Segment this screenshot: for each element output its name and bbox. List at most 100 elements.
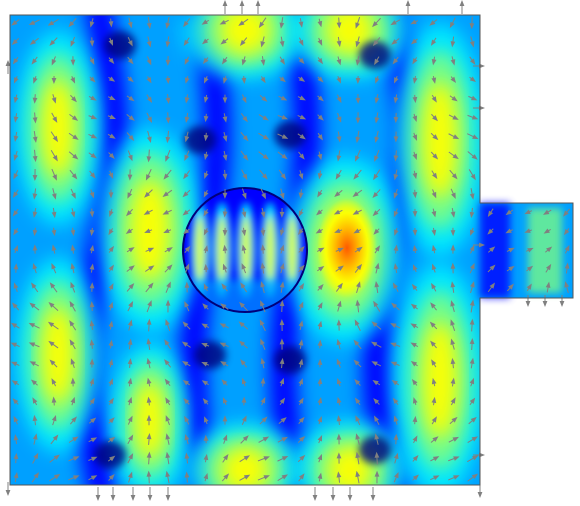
field-arrow: [88, 475, 98, 481]
field-arrow: [221, 56, 228, 65]
field-arrow: [50, 434, 59, 445]
field-arrow: [355, 433, 361, 445]
field-arrow: [487, 264, 496, 273]
field-arrow: [260, 36, 266, 48]
field-arrow: [88, 456, 98, 462]
field-arrow: [372, 380, 381, 386]
field-arrow: [563, 208, 571, 217]
field-arrow: [203, 189, 209, 198]
field-arrow: [165, 130, 171, 144]
field-arrow: [241, 94, 247, 104]
field-null: [359, 436, 391, 464]
field-arrow: [202, 303, 209, 310]
field-arrow: [336, 56, 342, 66]
field-arrow: [336, 76, 341, 84]
field-arrows: [5, 0, 571, 501]
field-arrow: [222, 454, 229, 463]
field-arrow: [89, 320, 95, 330]
field-arrow: [49, 473, 61, 482]
field-arrow: [317, 453, 323, 463]
field-arrow: [279, 299, 285, 313]
field-arrow: [11, 380, 20, 386]
field-arrow: [356, 281, 361, 294]
field-arrow: [49, 359, 58, 368]
field-arrow: [146, 357, 152, 369]
field-arrow: [146, 112, 153, 123]
field-arrow: [126, 114, 135, 121]
field-arrow: [145, 247, 155, 253]
field-arrow: [146, 149, 152, 163]
field-arrow: [241, 227, 247, 237]
field-arrow: [49, 282, 58, 293]
field-arrow: [412, 415, 418, 425]
field-arrow: [127, 56, 134, 65]
field-arrow: [220, 38, 229, 45]
field-arrow: [70, 36, 76, 47]
field-arrow: [13, 415, 19, 425]
field-arrow: [29, 361, 39, 367]
field-arrow: [526, 283, 532, 292]
field-arrow: [277, 436, 288, 443]
field-arrow: [336, 150, 342, 162]
field-arrow: [51, 94, 57, 104]
field-arrow: [317, 265, 325, 272]
field-arrow: [405, 0, 411, 14]
field-arrow: [204, 416, 209, 425]
field-arrow: [412, 397, 418, 406]
field-arrow: [127, 301, 134, 312]
field-arrow: [354, 397, 361, 406]
field-arrow: [220, 303, 229, 310]
field-arrow: [431, 75, 437, 84]
field-arrow: [467, 151, 478, 160]
field-arrow: [239, 455, 250, 463]
field-arrow: [563, 228, 570, 236]
field-arrow: [390, 342, 401, 348]
field-arrow: [317, 37, 323, 46]
field-arrow: [107, 455, 116, 462]
field-arrow: [146, 433, 152, 445]
field-arrow: [449, 169, 458, 180]
field-arrow: [278, 95, 288, 101]
field-arrow: [525, 247, 534, 253]
field-arrow: [370, 341, 382, 348]
field-arrow: [13, 471, 19, 483]
field-arrow: [203, 113, 209, 123]
field-arrow: [317, 339, 323, 349]
field-arrow: [431, 56, 437, 66]
field-arrow: [431, 359, 437, 368]
field-arrow: [545, 263, 552, 273]
field-arrow: [259, 319, 266, 332]
port-stub: [480, 203, 573, 298]
field-arrow: [354, 379, 361, 386]
field-arrow: [412, 189, 418, 199]
field-arrow: [393, 94, 399, 104]
inclusion-outline: [182, 187, 308, 313]
field-arrow: [469, 318, 475, 332]
field-arrow: [184, 471, 190, 483]
field-arrow: [127, 434, 134, 445]
field-arrow: [89, 244, 95, 254]
field-arrow: [372, 17, 381, 28]
field-arrow: [336, 36, 342, 48]
field-arrow: [469, 377, 475, 387]
field-arrow: [162, 189, 173, 197]
field-arrow: [184, 415, 190, 425]
field-arrow: [373, 300, 381, 312]
field-arrow: [203, 263, 209, 273]
field-arrow: [336, 396, 342, 406]
field-arrow: [469, 56, 476, 65]
field-arrow: [51, 168, 57, 181]
field-arrow: [431, 227, 437, 237]
field-arrow: [30, 379, 38, 386]
field-arrow: [13, 150, 19, 161]
field-arrow: [68, 132, 79, 140]
field-arrow: [13, 263, 19, 273]
field-arrow: [32, 397, 38, 406]
field-arrow: [374, 56, 380, 66]
field-arrow: [506, 247, 515, 253]
field-arrow: [298, 283, 305, 292]
field-arrow: [88, 417, 97, 424]
field-lobe: [182, 15, 308, 80]
field-arrow: [145, 282, 154, 293]
field-arrow: [431, 282, 437, 292]
